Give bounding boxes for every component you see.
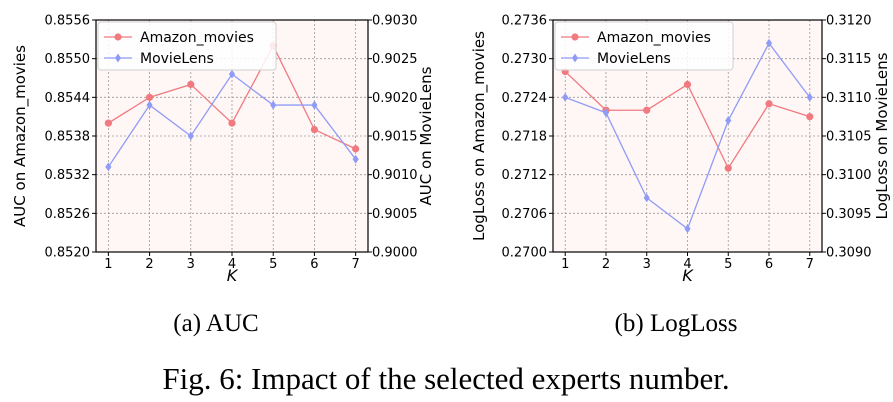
y-left-tick-label: 0.8550 — [45, 52, 91, 67]
data-point-movielens — [228, 69, 236, 79]
legend-marker-amazon-movies — [571, 33, 579, 41]
x-tick-label: 5 — [269, 257, 277, 272]
data-point-movielens — [602, 108, 610, 118]
data-point-movielens — [562, 92, 569, 102]
y-left-tick-label: 0.8556 — [45, 14, 91, 29]
data-point-amazon-movies — [724, 164, 732, 172]
data-point-movielens — [725, 116, 732, 125]
y-left-tick-label: 0.8532 — [45, 168, 91, 183]
auc-chart: 0.8520 0.8526 0.8532 0.8538 0.8544 0.8550 0.85… — [11, 14, 435, 286]
legend-label-movielens: MovieLens — [140, 51, 214, 67]
y-left-tick-label: 0.2712 — [502, 168, 548, 183]
logloss-chart: 0.2700 0.2706 0.2712 0.2718 0.2724 0.2730 0.27… — [470, 14, 891, 286]
data-point-amazon-movies — [806, 113, 814, 121]
data-point-amazon-movies — [187, 80, 195, 89]
x-axis-label: K — [227, 266, 239, 285]
legend-box — [97, 21, 277, 71]
data-point-movielens — [684, 224, 691, 234]
y-left-axis-label: LogLoss on Amazon_movies — [470, 31, 489, 241]
figure-caption: Fig. 6: Impact of the selected experts n… — [162, 361, 729, 396]
data-point-amazon-movies — [643, 106, 651, 114]
data-point-amazon-movies — [228, 119, 236, 127]
x-tick-label: 3 — [187, 257, 195, 272]
x-tick-label: 6 — [310, 257, 318, 272]
legend-marker-movielens — [571, 53, 579, 63]
y-right-tick-label: 0.3100 — [826, 168, 872, 183]
x-tick-label: 1 — [104, 257, 112, 272]
y-right-tick-label: 0.9030 — [372, 14, 418, 29]
data-point-movielens — [643, 193, 650, 203]
x-tick-label: 4 — [683, 257, 691, 272]
y-right-tick-label: 0.9000 — [372, 246, 418, 261]
legend-marker-movielens — [114, 53, 122, 63]
y-right-tick-label: 0.9020 — [372, 91, 418, 106]
legend-label-amazon-movies: Amazon_movies — [140, 30, 254, 46]
legend-box — [554, 21, 734, 71]
x-tick-label: 3 — [643, 257, 651, 272]
legend-marker-amazon-movies — [114, 33, 122, 41]
data-point-movielens — [105, 162, 112, 172]
x-tick-label: 7 — [351, 257, 359, 272]
legend-label-amazon-movies: Amazon_movies — [597, 30, 711, 46]
data-point-amazon-movies — [683, 80, 692, 89]
data-point-amazon-movies — [104, 119, 112, 127]
y-left-axis-label: AUC on Amazon_movies — [11, 45, 30, 227]
x-tick-label: 7 — [806, 257, 814, 272]
data-point-amazon-movies — [352, 145, 360, 153]
data-point-amazon-movies — [765, 100, 773, 108]
data-point-movielens — [311, 100, 318, 110]
y-right-tick-label: 0.3120 — [826, 14, 872, 29]
y-right-tick-label: 0.3115 — [826, 52, 872, 67]
x-tick-label: 5 — [724, 257, 732, 272]
data-point-movielens — [352, 154, 359, 164]
y-right-tick-label: 0.9025 — [372, 52, 418, 67]
y-right-tick-label: 0.3095 — [826, 207, 872, 222]
data-point-movielens — [146, 100, 153, 110]
x-tick-label: 6 — [765, 257, 773, 272]
y-left-tick-label: 0.2736 — [502, 14, 548, 29]
subcaption-auc: (a) AUC — [173, 310, 258, 337]
x-tick-label: 1 — [561, 257, 569, 272]
data-point-movielens — [765, 38, 773, 48]
data-point-movielens — [187, 131, 194, 141]
y-right-axis-label: AUC on MovieLens — [417, 66, 435, 205]
subcaption-logloss: (b) LogLoss — [615, 310, 738, 337]
y-right-tick-label: 0.9010 — [372, 168, 418, 183]
data-point-amazon-movies — [310, 125, 319, 134]
x-axis-label: K — [682, 266, 694, 285]
data-point-movielens — [806, 92, 813, 102]
y-left-tick-label: 0.2730 — [502, 52, 548, 67]
data-point-amazon-movies — [145, 93, 154, 101]
x-tick-label: 4 — [228, 257, 236, 272]
y-left-tick-label: 0.8520 — [45, 246, 91, 261]
data-point-movielens — [270, 100, 277, 110]
y-right-tick-label: 0.3110 — [826, 91, 872, 106]
y-left-tick-label: 0.2700 — [502, 246, 548, 261]
y-right-tick-label: 0.3090 — [826, 246, 872, 261]
y-left-tick-label: 0.8538 — [45, 130, 91, 145]
x-tick-label: 2 — [602, 257, 610, 272]
y-left-tick-label: 0.2706 — [502, 207, 548, 222]
y-right-tick-label: 0.3105 — [826, 130, 872, 145]
y-left-tick-label: 0.2724 — [502, 91, 548, 106]
y-right-tick-label: 0.9015 — [372, 130, 418, 145]
x-tick-label: 2 — [145, 257, 153, 272]
y-right-tick-label: 0.9005 — [372, 207, 418, 222]
y-left-tick-label: 0.8526 — [45, 207, 91, 222]
y-right-axis-label: LogLoss on MovieLens — [873, 52, 891, 219]
y-left-tick-label: 0.8544 — [45, 91, 91, 106]
y-left-tick-label: 0.2718 — [502, 130, 548, 145]
legend-label-movielens: MovieLens — [597, 51, 671, 67]
